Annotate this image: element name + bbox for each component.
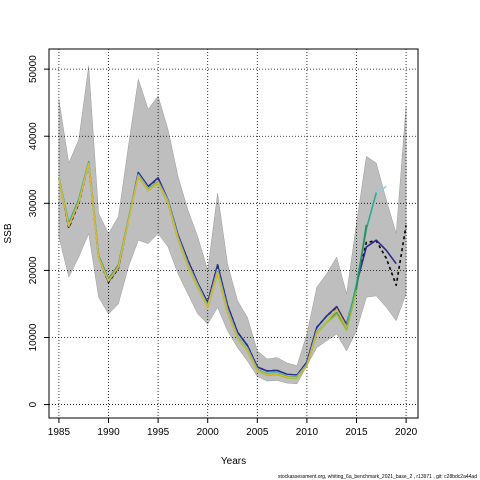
- x-axis: 1985 1990 1995 2000 2005 2010 2015 2020: [48, 418, 418, 438]
- y-tick-label: 10000: [28, 323, 39, 351]
- x-tick-label: 1995: [147, 427, 170, 438]
- confidence-band-layer: [58, 65, 407, 385]
- y-axis-title: SSB: [3, 223, 14, 243]
- plot-frame: [48, 48, 419, 419]
- y-tick-label: 0: [28, 401, 39, 407]
- x-tick-label: 2000: [197, 427, 220, 438]
- series-layer: [58, 159, 407, 380]
- y-tick-label: 40000: [28, 122, 39, 150]
- footer-credit: stockassessment.org, whiting_6a_benchmar…: [278, 474, 477, 480]
- x-tick-label: 1990: [97, 427, 120, 438]
- x-tick-label: 2020: [395, 427, 418, 438]
- x-tick-label: 2015: [345, 427, 368, 438]
- series-line-7: [58, 162, 348, 379]
- x-axis-title: Years: [221, 456, 246, 467]
- y-tick-label: 30000: [28, 189, 39, 217]
- y-tick-label: 20000: [28, 256, 39, 284]
- y-tick-label: 50000: [28, 55, 39, 83]
- x-tick-label: 2005: [246, 427, 269, 438]
- y-axis: 0 10000 20000 30000 40000 50000: [28, 55, 49, 407]
- x-tick-label: 2010: [296, 427, 319, 438]
- x-tick-label: 1985: [48, 427, 71, 438]
- confidence-band: [58, 65, 407, 385]
